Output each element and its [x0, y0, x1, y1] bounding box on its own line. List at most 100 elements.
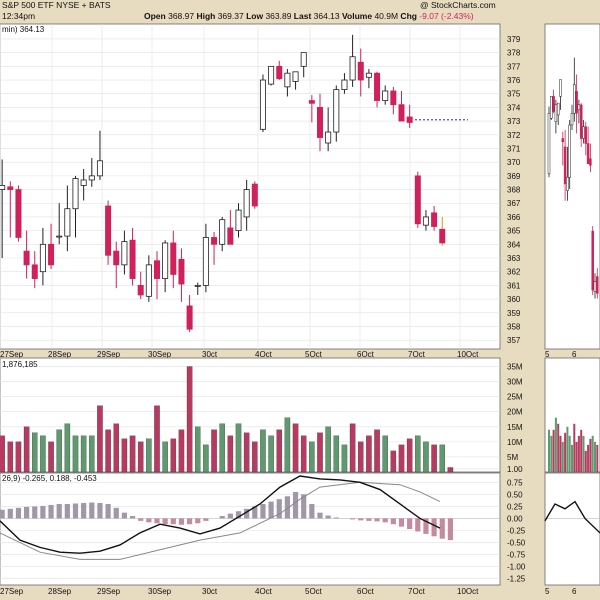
volume-bar — [186, 366, 193, 473]
volume-bar — [374, 429, 380, 473]
volume-bar — [203, 444, 209, 473]
side-macd-line — [544, 500, 600, 534]
macd-histogram-bar — [129, 516, 136, 519]
macd-histogram-bar — [146, 518, 152, 523]
volume-bar — [56, 429, 62, 473]
macd-histogram-bar — [64, 503, 70, 519]
candle-body — [259, 79, 266, 130]
candle-body — [211, 237, 218, 245]
macd-histogram-bar — [48, 504, 54, 519]
price-ytick-label: 370 — [507, 158, 521, 167]
macd-histogram-bar — [382, 518, 388, 523]
volume-ytick-label: 20M — [507, 408, 523, 417]
header: S&P 500 ETF NYSE + BATS 12:34pm Open 368… — [2, 0, 496, 21]
macd-histogram-bar — [170, 518, 176, 525]
side-candle-body — [559, 79, 562, 97]
side-candle-body — [570, 112, 574, 126]
macd-histogram-bar — [268, 501, 274, 519]
candle-body — [129, 239, 136, 279]
xtick-label: 7Oct — [408, 350, 426, 359]
xtick-label: 10Oct — [457, 350, 479, 359]
side-volume-bar — [573, 423, 576, 472]
side-xtick-5: 5 — [545, 350, 550, 359]
side-candle-body — [561, 138, 565, 143]
volume-bar — [431, 444, 437, 473]
volume-bar — [341, 444, 348, 473]
candle-body — [15, 189, 22, 238]
candle-body — [178, 258, 185, 285]
candle-body — [64, 208, 71, 237]
side-candle-body — [582, 126, 585, 139]
volume-bar — [80, 435, 87, 473]
candle-body — [308, 100, 315, 104]
volume-ytick-label: 25M — [507, 393, 523, 402]
xtick-label-bottom: 7Oct — [408, 587, 426, 596]
price-ytick-label: 371 — [507, 144, 521, 153]
candle-body — [349, 56, 356, 81]
candle-body — [31, 264, 38, 279]
macd-histogram-bar — [407, 518, 413, 530]
volume-bar — [447, 467, 454, 473]
xtick-label: 6Oct — [357, 350, 375, 359]
quote-label-0: Open — [144, 11, 168, 21]
macd-histogram-bar — [366, 518, 372, 521]
volume-bar — [415, 435, 421, 473]
candle-body — [56, 235, 63, 238]
volume-bar — [7, 441, 14, 473]
macd-ytick-label: 0.25 — [507, 502, 523, 511]
price-ytick-label: 375 — [507, 90, 521, 99]
macd-histogram-bar — [227, 513, 233, 519]
macd-histogram-bar — [309, 503, 315, 519]
candle-body — [325, 131, 332, 144]
macd-histogram-bar — [301, 494, 307, 519]
macd-histogram-bar — [423, 518, 429, 534]
candle-body — [431, 212, 438, 227]
volume-bar — [243, 432, 250, 473]
macd-histogram-bar — [154, 518, 160, 524]
candle-body — [268, 65, 275, 85]
volume-bar — [333, 435, 340, 473]
macd-histogram-bar — [89, 502, 95, 519]
side-volume-bar — [564, 432, 567, 472]
macd-histogram-bar — [7, 508, 13, 519]
candle-body — [390, 90, 397, 106]
macd-ytick-label: -1.25 — [507, 575, 526, 584]
x-axis-bottom: 27Sep 28Sep 29Sep 30Sep 30ct 4Oct 5Oct 6Oct 7Oct… — [0, 587, 479, 596]
macd-histogram-bar — [350, 518, 356, 520]
price-ytick-label: 359 — [507, 309, 521, 318]
volume-bar — [178, 429, 185, 473]
side-candle-body — [575, 91, 578, 114]
side-candle-body — [573, 84, 576, 114]
volume-bar — [235, 423, 242, 473]
macd-histogram-bar — [333, 517, 339, 519]
price-ytick-label: 358 — [507, 322, 521, 331]
side-candle-body — [547, 112, 551, 175]
volume-bar — [227, 435, 234, 473]
volume-bar — [105, 429, 111, 473]
candle-body — [365, 72, 372, 78]
xtick-label-bottom: 29Sep — [97, 587, 121, 596]
macd-histogram-bar — [325, 515, 331, 519]
macd-ytick-label: -0.50 — [507, 539, 526, 548]
macd-ytick-label: -0.75 — [507, 551, 526, 560]
candle-body — [316, 107, 323, 138]
volume-bar — [423, 441, 429, 473]
volume-ytick-label: 1.00 — [507, 465, 523, 474]
price-ytick-label: 368 — [507, 186, 521, 195]
side-candle-body — [554, 104, 558, 122]
candle-body — [39, 243, 46, 273]
side-candle-body — [596, 276, 599, 294]
side-volume-bar — [548, 429, 550, 472]
quote-value-1: 369.37 — [218, 11, 244, 21]
side-candle-body — [584, 126, 588, 144]
side-macd-panel — [544, 472, 600, 586]
macd-histogram-bar — [138, 518, 144, 521]
volume-bar — [309, 441, 315, 473]
side-candle-body — [563, 146, 567, 185]
volume-bar — [252, 441, 258, 473]
macd-histogram-bar — [162, 518, 168, 525]
side-volume-bar — [568, 435, 571, 472]
volume-ytick-label: 5M — [507, 453, 518, 462]
macd-histogram-bar — [121, 512, 127, 519]
macd-histogram-bar — [187, 518, 193, 525]
